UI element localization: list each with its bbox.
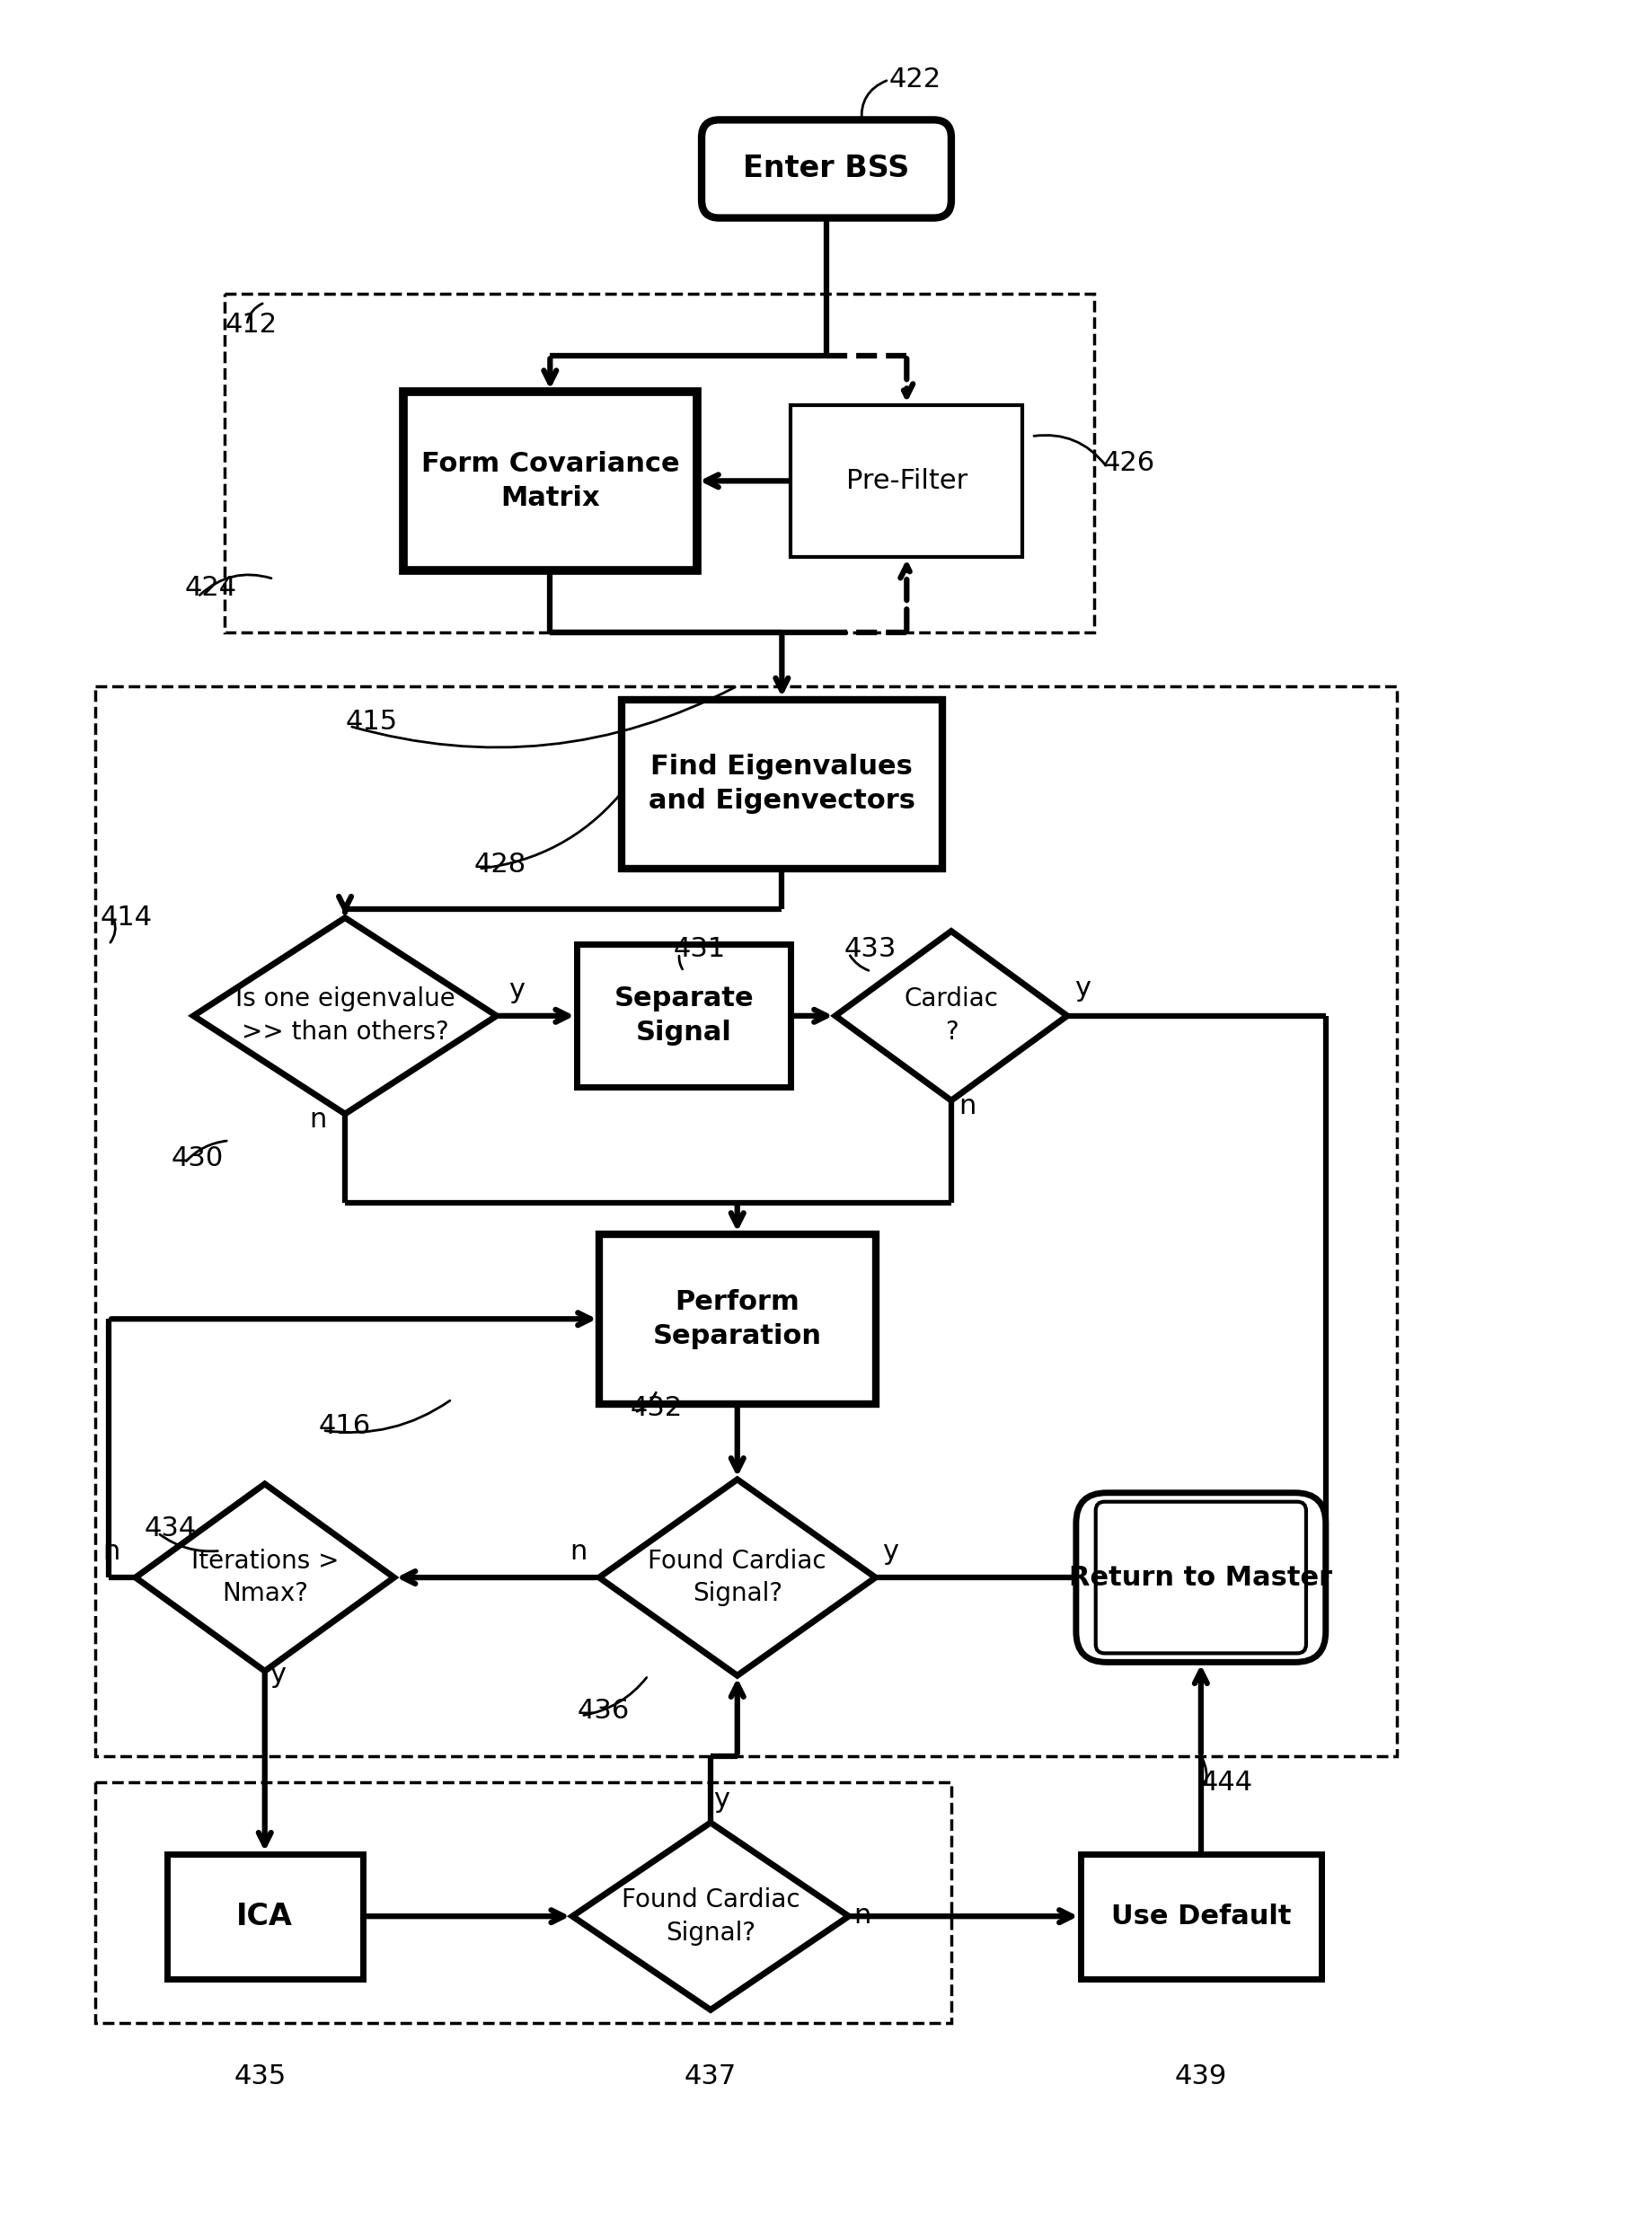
Bar [577, 944, 790, 1086]
Text: y: y [1074, 975, 1090, 1002]
Text: 412: 412 [225, 312, 278, 338]
Text: n: n [309, 1106, 327, 1133]
Text: ICA: ICA [236, 1901, 292, 1932]
Bar [96, 1783, 952, 2023]
Text: Iterations >
Nmax?: Iterations > Nmax? [190, 1549, 339, 1607]
Text: n: n [958, 1093, 975, 1120]
Text: 434: 434 [144, 1516, 197, 1540]
Bar [790, 405, 1023, 556]
Text: Found Cardiac
Signal?: Found Cardiac Signal? [621, 1888, 800, 1946]
Polygon shape [834, 930, 1067, 1100]
Polygon shape [598, 1480, 876, 1676]
Bar [1080, 1854, 1320, 1979]
Text: y: y [507, 977, 524, 1004]
Text: y: y [269, 1663, 286, 1687]
Text: 414: 414 [99, 904, 152, 930]
Text: Find Eigenvalues
and Eigenvectors: Find Eigenvalues and Eigenvectors [648, 755, 915, 815]
Bar [598, 1233, 876, 1405]
Text: 422: 422 [889, 67, 940, 93]
Text: n: n [570, 1538, 586, 1565]
Polygon shape [193, 917, 496, 1113]
Text: 437: 437 [684, 2064, 737, 2090]
Text: Found Cardiac
Signal?: Found Cardiac Signal? [648, 1549, 826, 1607]
Bar [225, 294, 1094, 632]
Text: n: n [852, 1903, 871, 1928]
Text: 428: 428 [474, 850, 527, 877]
Text: 424: 424 [185, 574, 236, 601]
FancyBboxPatch shape [700, 120, 952, 218]
Text: Cardiac
?: Cardiac ? [904, 986, 998, 1044]
Polygon shape [135, 1485, 393, 1672]
Text: n: n [102, 1538, 121, 1565]
Text: 430: 430 [172, 1146, 223, 1171]
Bar [621, 699, 942, 868]
Text: Pre-Filter: Pre-Filter [846, 467, 966, 494]
Text: 444: 444 [1201, 1770, 1252, 1796]
Text: 416: 416 [319, 1414, 370, 1438]
Text: Form Covariance
Matrix: Form Covariance Matrix [421, 450, 679, 512]
Text: Is one eigenvalue
>> than others?: Is one eigenvalue >> than others? [235, 986, 454, 1044]
Text: 426: 426 [1102, 450, 1155, 476]
Text: 431: 431 [672, 935, 725, 962]
Text: y: y [882, 1538, 899, 1565]
Text: Enter BSS: Enter BSS [743, 154, 909, 185]
Text: 432: 432 [629, 1396, 682, 1420]
Text: Separate
Signal: Separate Signal [613, 986, 753, 1046]
FancyBboxPatch shape [1075, 1494, 1325, 1663]
Text: Return to Master: Return to Master [1069, 1565, 1332, 1592]
Text: y: y [712, 1787, 729, 1812]
Text: 439: 439 [1175, 2064, 1226, 2090]
Text: 415: 415 [345, 708, 396, 735]
Text: Use Default: Use Default [1110, 1903, 1290, 1930]
Text: 435: 435 [235, 2064, 286, 2090]
Text: 433: 433 [844, 935, 897, 962]
Bar [167, 1854, 363, 1979]
Bar [96, 686, 1396, 1756]
Polygon shape [572, 1823, 847, 2010]
Bar [403, 392, 697, 570]
Text: Perform
Separation: Perform Separation [653, 1289, 821, 1349]
Text: 436: 436 [577, 1698, 629, 1725]
